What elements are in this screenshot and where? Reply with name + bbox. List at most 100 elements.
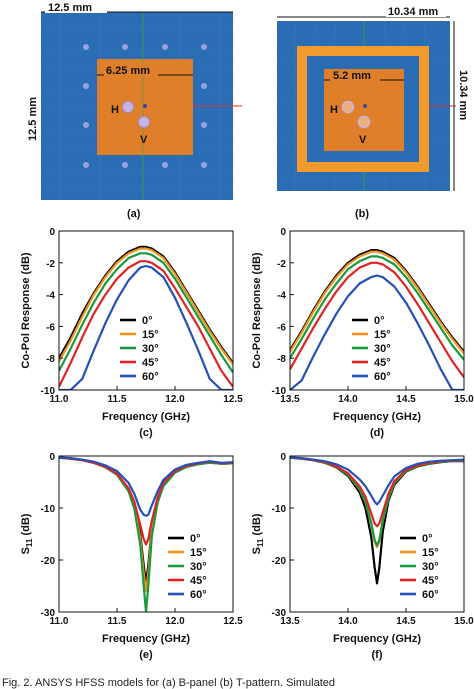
chart-e-legend-label-0: 0° xyxy=(190,533,201,545)
panel-a-port-h xyxy=(122,101,134,113)
chart-c-ytick-label-1: -2 xyxy=(46,259,55,270)
chart-e-ylabel-tail: (dB) xyxy=(20,513,32,538)
chart-d-legend-label-3: 45° xyxy=(374,357,391,369)
chart-c-xtick-label-0: 11.0 xyxy=(50,394,69,405)
chart-f-xtick-label-2: 14.5 xyxy=(396,616,416,627)
chart-f-legend-label-4: 60° xyxy=(422,589,439,601)
chart-c-ytick-label-4: -8 xyxy=(46,354,55,365)
chart-d-ytick-label-1: -2 xyxy=(277,259,286,270)
chart-f-ylabel-main: S xyxy=(251,547,263,554)
chart-c-series-2 xyxy=(59,252,233,374)
chart-d-ytick-label-5: -10 xyxy=(272,386,287,397)
chart-d-xtick-label-3: 15.0 xyxy=(454,394,474,405)
chart-d-ytick-label-2: -4 xyxy=(277,291,286,302)
chart-c-frame xyxy=(58,230,234,391)
chart-d-ytick-label-4: -8 xyxy=(277,354,286,365)
chart-f: 13.5 14.0 14.5 15.0 0 -10 -20 -30 Frequency (GHz… xyxy=(251,452,474,661)
chart-c-ylabel: Co-Pol Response (dB) xyxy=(20,252,32,368)
chart-c-legend-label-4: 60° xyxy=(142,371,159,383)
chart-e-xtick-label-1: 11.5 xyxy=(108,616,127,627)
chart-c-xtick-label-3: 12.5 xyxy=(223,394,243,405)
chart-f-frame xyxy=(289,455,465,613)
chart-c-legend-label-1: 15° xyxy=(142,329,159,341)
chart-f-series-3 xyxy=(290,456,464,528)
chart-f-legend-label-0: 0° xyxy=(422,533,433,545)
chart-e-ytick-label-1: -10 xyxy=(41,504,56,515)
panel-b-port-h-label: H xyxy=(330,104,338,116)
chart-e-series-1 xyxy=(59,456,233,593)
panel-a-port-h-label: H xyxy=(111,104,119,116)
chart-e-ylabel-main: S xyxy=(20,547,32,554)
chart-e-ylabel-sub: 11 xyxy=(25,538,34,547)
chart-e-series-0 xyxy=(59,456,233,585)
chart-f-xtick-label-1: 14.0 xyxy=(338,616,358,627)
chart-c-series-3 xyxy=(59,260,233,388)
chart-f-series-4 xyxy=(290,456,464,506)
chart-d-legend-label-2: 30° xyxy=(374,343,391,355)
chart-e-ytick-label-3: -30 xyxy=(41,608,56,619)
chart-f-legend-label-2: 30° xyxy=(422,561,439,573)
chart-d-frame xyxy=(289,230,465,391)
chart-d-xtick-label-1: 14.0 xyxy=(338,394,358,405)
chart-e: 11.0 11.5 12.0 12.5 0 -10 -20 -30 Frequency (GHz… xyxy=(20,452,243,661)
panel-b-patch-label: 5.2 mm xyxy=(333,70,371,82)
chart-e-series-3 xyxy=(59,456,233,546)
chart-e-legend-label-4: 60° xyxy=(190,589,207,601)
panel-b-port-h xyxy=(341,100,355,114)
chart-f-ytick-label-0: 0 xyxy=(280,452,286,463)
chart-f-ytick-label-1: -10 xyxy=(272,504,287,515)
chart-e-xtick-label-2: 12.0 xyxy=(165,616,185,627)
chart-f-xtick-label-0: 13.5 xyxy=(280,616,300,627)
chart-d-xlabel: Frequency (GHz) xyxy=(333,411,421,423)
chart-c-xlabel: Frequency (GHz) xyxy=(102,411,190,423)
figure-caption: Fig. 2. ANSYS HFSS models for (a) B-pane… xyxy=(2,677,335,689)
chart-c-xtick-label-1: 11.5 xyxy=(108,394,127,405)
chart-f-legend-label-3: 45° xyxy=(422,575,439,587)
chart-e-series-4 xyxy=(59,456,233,517)
panel-b-patch xyxy=(324,69,404,151)
chart-c-ytick-label-0: 0 xyxy=(49,227,55,238)
chart-d-xtick-label-2: 14.5 xyxy=(396,394,416,405)
chart-e-xlabel: Frequency (GHz) xyxy=(102,633,190,645)
chart-e-frame xyxy=(58,455,234,613)
chart-c-ytick-label-2: -4 xyxy=(46,291,55,302)
chart-d-series-2 xyxy=(290,255,464,361)
chart-f-legend-label-1: 15° xyxy=(422,547,439,559)
chart-e-panel-label: (e) xyxy=(139,649,153,661)
panel-a-port-v-label: V xyxy=(140,134,148,146)
panel-b-height-label: 10.34 mm xyxy=(457,70,469,120)
panel-a-port-v xyxy=(138,116,150,128)
chart-c-ytick-label-5: -10 xyxy=(41,386,56,397)
panel-b-model: H V 10.34 mm 5.2 mm 10.34 mm (b) xyxy=(277,5,470,220)
panel-b-port-v-label: V xyxy=(359,134,367,146)
chart-e-ytick-label-0: 0 xyxy=(49,452,55,463)
chart-f-ylabel-sub: 11 xyxy=(256,538,265,547)
chart-d-ytick-label-0: 0 xyxy=(280,227,286,238)
chart-c-ytick-label-3: -6 xyxy=(46,322,55,333)
chart-c-xtick-label-2: 12.0 xyxy=(165,394,185,405)
chart-e-ylabel: S11 (dB) xyxy=(20,513,34,554)
panel-b-width-label: 10.34 mm xyxy=(388,6,438,18)
chart-c-legend-label-2: 30° xyxy=(142,343,159,355)
chart-e-legend-label-1: 15° xyxy=(190,547,207,559)
panel-a-height-label: 12.5 mm xyxy=(27,97,39,141)
chart-f-ytick-label-2: -20 xyxy=(272,556,287,567)
chart-d-legend-label-1: 15° xyxy=(374,329,391,341)
chart-c-series-1 xyxy=(59,247,233,366)
chart-d-series-4 xyxy=(290,274,464,390)
chart-f-xtick-label-3: 15.0 xyxy=(454,616,474,627)
chart-f-panel-label: (f) xyxy=(372,649,383,661)
panel-a-vias xyxy=(83,44,207,168)
chart-d-series-3 xyxy=(290,261,464,378)
chart-f-ylabel-tail: (dB) xyxy=(251,513,263,538)
panel-b-port-v xyxy=(357,115,371,129)
chart-d-legend-label-4: 60° xyxy=(374,371,391,383)
chart-d-xtick-label-0: 13.5 xyxy=(280,394,300,405)
chart-e-xtick-label-3: 12.5 xyxy=(223,616,243,627)
panel-b-label: (b) xyxy=(355,208,369,220)
chart-c-series-4 xyxy=(59,264,233,390)
chart-d-ylabel: Co-Pol Response (dB) xyxy=(251,252,263,368)
chart-e-ytick-label-2: -20 xyxy=(41,556,56,567)
chart-e-xtick-label-0: 11.0 xyxy=(50,616,69,627)
